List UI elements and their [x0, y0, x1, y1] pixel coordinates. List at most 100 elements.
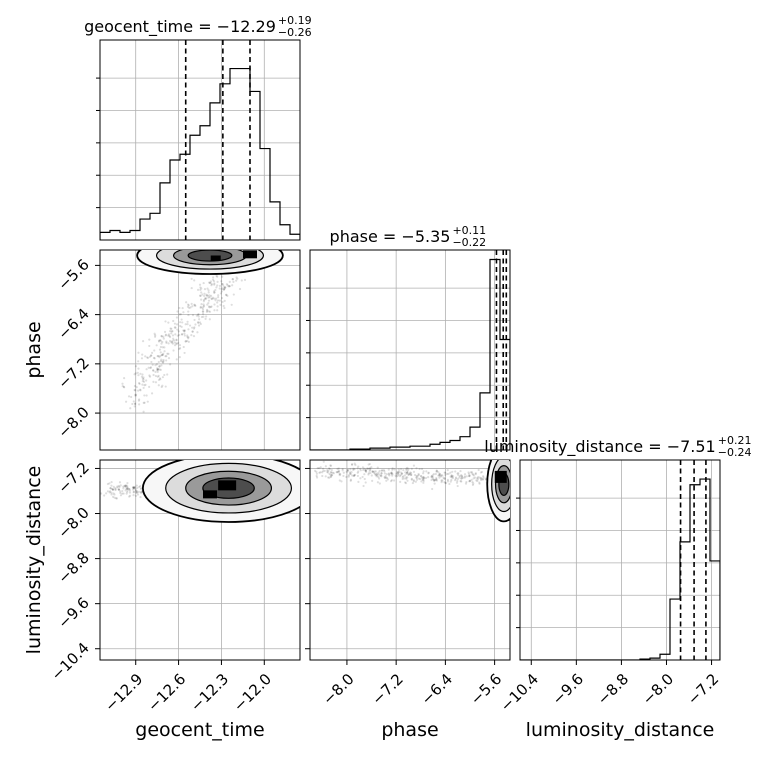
scatter-point [460, 480, 463, 483]
scatter-point [450, 476, 453, 479]
scatter-point [206, 303, 209, 306]
scatter-point [213, 309, 216, 312]
scatter-point [185, 301, 188, 304]
scatter-point [200, 291, 203, 294]
scatter-point [117, 488, 121, 491]
scatter-point [374, 472, 377, 476]
scatter-point [178, 306, 181, 310]
scatter-point [318, 467, 321, 470]
scatter-point [196, 321, 200, 324]
scatter-point [113, 493, 116, 496]
scatter-point [364, 470, 368, 473]
scatter-point [165, 341, 168, 344]
tick-label-x: −7.2 [368, 670, 406, 708]
scatter-point [156, 375, 159, 378]
scatter-point [419, 477, 422, 481]
scatter-point [171, 342, 174, 345]
scatter-point [128, 489, 132, 492]
scatter-point [223, 286, 227, 289]
scatter-point [477, 468, 480, 472]
scatter-point [155, 363, 159, 366]
scatter-point [346, 469, 349, 473]
scatter-point [125, 491, 129, 494]
scatter-point [439, 475, 443, 478]
scatter-point [330, 474, 333, 477]
scatter-point [164, 320, 167, 323]
scatter-point [431, 487, 434, 491]
scatter-point [228, 284, 231, 288]
scatter-point [156, 368, 159, 372]
scatter-point [321, 474, 324, 478]
scatter-point [157, 368, 160, 371]
scatter-point [218, 284, 222, 287]
scatter-point [116, 485, 119, 488]
scatter-point [414, 480, 417, 483]
scatter-point [133, 384, 136, 388]
panel-title-geocent_time: geocent_time = −12.29 +0.19−0.26 [84, 14, 312, 39]
tick-label-x: −8.0 [639, 670, 677, 708]
scatter-point [198, 321, 202, 324]
scatter-point [377, 475, 380, 479]
scatter-point [471, 483, 475, 487]
scatter-point [373, 470, 376, 473]
scatter-point [186, 303, 190, 306]
scatter-point [195, 314, 198, 317]
scatter-point [112, 492, 115, 495]
scatter-point [395, 475, 398, 478]
scatter-point [420, 467, 424, 471]
scatter-point [171, 334, 175, 337]
scatter-point [408, 472, 411, 475]
scatter-point [216, 275, 219, 278]
scatter-point [132, 494, 135, 497]
scatter-point [176, 328, 179, 331]
scatter-point [422, 476, 425, 479]
scatter-point [415, 478, 419, 481]
scatter-point [336, 471, 339, 474]
scatter-point [183, 334, 186, 337]
scatter-point [202, 304, 206, 307]
scatter-point [339, 473, 342, 476]
scatter-point [375, 473, 378, 476]
scatter-point [132, 486, 135, 489]
scatter-point [228, 280, 231, 283]
scatter-point [133, 373, 136, 376]
title-value: phase = −5.35 [330, 227, 451, 246]
title-value: luminosity_distance = −7.51 [484, 437, 715, 457]
scatter-point [415, 476, 418, 479]
scatter-point [201, 310, 204, 313]
scatter-point [100, 492, 103, 495]
scatter-point [460, 475, 463, 478]
scatter-point [224, 286, 227, 289]
scatter-point [208, 246, 210, 248]
scatter-point [386, 476, 389, 480]
scatter-point [406, 471, 409, 474]
scatter-point [126, 486, 129, 490]
scatter-point [130, 395, 133, 399]
scatter-point [137, 381, 141, 385]
scatter-point [399, 480, 402, 483]
scatter-point [206, 247, 208, 249]
scatter-point [213, 291, 216, 294]
scatter-point [222, 304, 225, 308]
scatter-point [365, 469, 368, 473]
scatter-point [184, 339, 187, 343]
scatter-point [383, 472, 386, 475]
scatter-point [125, 492, 128, 495]
scatter-point [139, 495, 142, 499]
scatter-point [139, 491, 143, 494]
scatter-point [352, 468, 355, 471]
scatter-point [383, 476, 387, 480]
scatter-point [435, 470, 439, 473]
scatter-point [383, 476, 386, 479]
scatter-point [150, 351, 154, 354]
scatter-point [415, 467, 418, 470]
axis-label-phase: phase [381, 719, 438, 741]
scatter-point [481, 478, 484, 481]
scatter-point [463, 475, 467, 478]
scatter-point [478, 481, 481, 484]
axis-label-phase: phase [23, 321, 45, 378]
scatter-point [191, 305, 194, 308]
scatter-point [198, 318, 201, 321]
scatter-point [204, 298, 207, 301]
scatter-point [199, 294, 202, 297]
